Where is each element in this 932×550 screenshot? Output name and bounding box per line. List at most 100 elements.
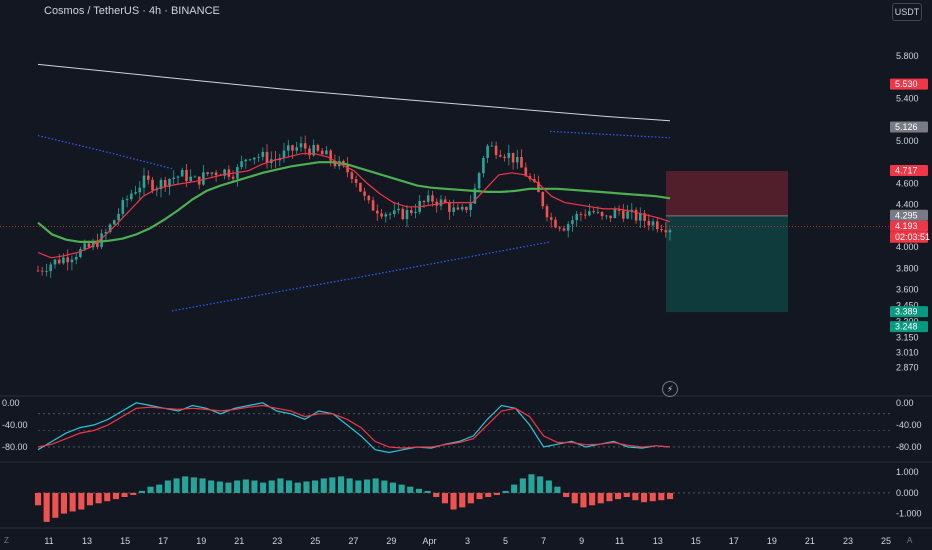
candle-body (240, 161, 243, 168)
candle-body (571, 220, 574, 225)
histogram-bar (545, 480, 552, 493)
candle-body (227, 169, 231, 177)
candle-body (482, 158, 485, 174)
histogram-bar (493, 492, 500, 495)
histogram-bar (441, 492, 448, 504)
candle-body (185, 170, 188, 182)
candle-body (668, 230, 672, 233)
price-label-text: 3.248 (895, 322, 918, 332)
x-tick-label: 13 (82, 536, 92, 546)
ema-fast-line (37, 153, 671, 259)
candle-body (639, 213, 642, 221)
histogram-bar (190, 477, 197, 493)
x-tick-label: 19 (767, 536, 777, 546)
candle-body (62, 257, 65, 264)
ma-long-line (37, 63, 671, 122)
histogram-bar (563, 492, 570, 497)
histogram-bar (415, 488, 422, 493)
candle-body (499, 155, 502, 157)
histogram-bar (130, 492, 137, 495)
candle-body (490, 145, 494, 147)
candle-body (168, 179, 171, 187)
stoch-tick-left: 0.00 (2, 398, 20, 408)
histogram-group (35, 474, 674, 522)
candle-body (477, 173, 481, 189)
price-label-text: 4.717 (895, 166, 918, 176)
x-tick-label: 21 (805, 536, 815, 546)
histogram-bar (485, 492, 492, 497)
candle-body (549, 217, 553, 220)
candle-body (40, 270, 44, 272)
histogram-bar (649, 492, 656, 502)
histogram-bar (234, 480, 241, 493)
histogram-bar (519, 478, 526, 493)
histogram-bar (632, 492, 639, 501)
histogram-bar (407, 486, 414, 493)
candle-body (329, 150, 332, 161)
hist-tick-label: 0.000 (896, 488, 919, 498)
histogram-bar (346, 478, 353, 493)
histogram-bar (528, 474, 535, 493)
price-label-box (890, 121, 928, 133)
histogram-bar (294, 482, 301, 493)
candle-body (180, 170, 184, 177)
histogram-bar (580, 492, 587, 508)
histogram-bar (589, 492, 596, 506)
take-profit-zone (666, 215, 788, 313)
histogram-bar (355, 480, 362, 493)
candle-body (45, 271, 48, 272)
candle-body (176, 176, 180, 178)
candle-body (634, 209, 638, 221)
stoch-tick-left: -40.00 (2, 420, 28, 430)
candle-body (393, 210, 396, 215)
price-label-text: 5.530 (895, 79, 918, 89)
histogram-bar (381, 480, 388, 493)
candle-body (664, 230, 668, 233)
candle-body (66, 257, 69, 263)
candle-body (410, 210, 413, 214)
candle-body (537, 181, 540, 193)
candles-group (36, 135, 672, 278)
histogram-bar (35, 492, 42, 506)
histogram-bar (467, 492, 474, 504)
candle-body (562, 228, 566, 231)
lightning-icon[interactable]: ⚡ (662, 381, 678, 397)
candle-body (622, 210, 625, 219)
histogram-bar (277, 478, 284, 493)
x-tick-label: 29 (386, 536, 396, 546)
histogram-bar (372, 478, 379, 493)
x-tick-label: 7 (541, 536, 546, 546)
candle-body (265, 151, 269, 163)
histogram-bar (95, 492, 102, 504)
candle-body (401, 208, 405, 220)
histogram-bar (260, 482, 267, 493)
x-tick-label: 11 (44, 536, 53, 546)
price-label-box (890, 220, 928, 232)
candle-body (287, 145, 290, 151)
candle-body (113, 220, 116, 225)
candle-body (452, 207, 455, 212)
candle-body (617, 209, 621, 211)
price-label-box (890, 321, 928, 333)
left-corner-label[interactable]: Z (4, 536, 9, 545)
candle-body (147, 175, 150, 180)
histogram-bar (312, 480, 319, 493)
candle-body (117, 213, 120, 221)
price-tick-label: 4.600 (896, 178, 919, 188)
price-label-text: 3.389 (895, 307, 918, 317)
histogram-bar (606, 492, 613, 502)
x-tick-label: 15 (120, 536, 130, 546)
currency-button[interactable]: USDT (892, 3, 922, 21)
channel-upper-line (37, 135, 173, 170)
right-corner-label[interactable]: A (907, 536, 913, 545)
candle-body (125, 199, 129, 201)
histogram-bar (329, 477, 336, 493)
histogram-bar (658, 492, 665, 501)
candle-body (456, 207, 460, 210)
stoch-tick-right: 0.00 (896, 398, 914, 408)
x-tick-label: 17 (158, 536, 168, 546)
candle-body (346, 164, 349, 173)
candle-body (206, 172, 209, 174)
candle-body (613, 209, 617, 219)
